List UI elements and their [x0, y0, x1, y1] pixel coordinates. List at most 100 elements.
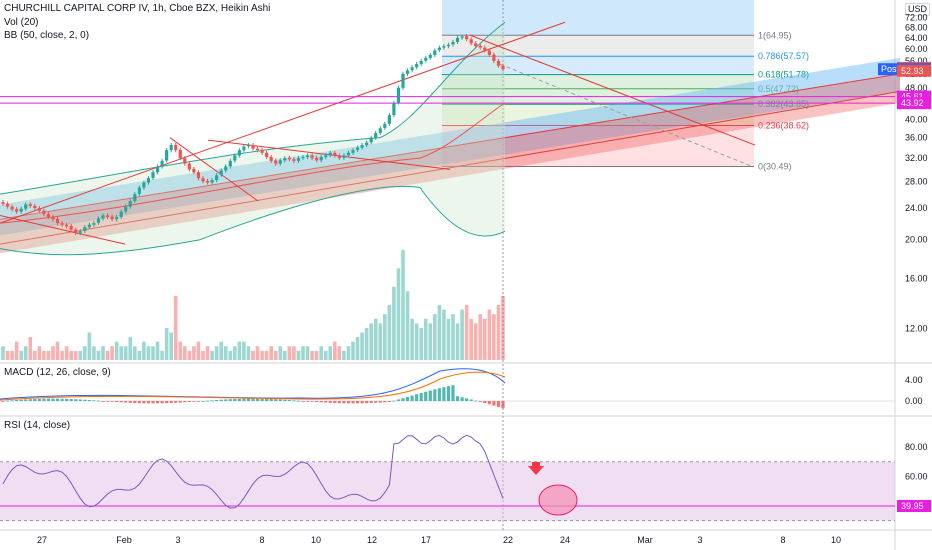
volume-bar: [151, 346, 155, 360]
candle-body: [278, 160, 282, 164]
volume-bar: [37, 346, 42, 360]
volume-bar: [201, 350, 205, 360]
time-axis-label: 10: [311, 535, 321, 545]
volume-bar: [473, 323, 478, 360]
volume-bar: [419, 327, 423, 360]
volume-bar: [342, 350, 346, 360]
macd-histogram-bar: [460, 397, 464, 401]
candle-body: [292, 159, 296, 161]
candle-body: [260, 149, 264, 153]
volume-bar: [33, 350, 37, 360]
candle-body: [255, 148, 260, 151]
candle-body: [92, 223, 96, 225]
volume-bar: [5, 350, 10, 360]
macd-histogram-bar: [428, 390, 432, 401]
macd-histogram-bar: [65, 398, 69, 401]
macd-indicator-label: MACD (12, 26, close, 9): [4, 367, 111, 378]
candle-body: [165, 150, 169, 161]
macd-histogram-bar: [219, 399, 223, 401]
fib-level-label: 0.618(51.78): [758, 70, 809, 80]
price-tag-badge: [897, 97, 931, 110]
volume-bar: [273, 350, 278, 360]
volume-bar: [369, 323, 373, 360]
rsi-highlight-ellipse: [538, 484, 578, 516]
candle-body: [151, 172, 155, 178]
rsi-axis-label: 60.00: [905, 472, 928, 482]
volume-bar: [242, 341, 246, 360]
candle-body: [15, 209, 19, 212]
macd-histogram-bar: [55, 398, 60, 401]
candle-body: [183, 158, 187, 164]
volume-bar: [119, 346, 123, 360]
volume-bar: [105, 350, 110, 360]
candle-body: [274, 160, 278, 164]
macd-histogram-bar: [474, 400, 478, 402]
candle-body: [105, 215, 110, 217]
candle-body: [115, 216, 119, 220]
time-axis-label: 27: [37, 535, 47, 545]
macd-histogram-bar: [365, 401, 369, 404]
fib-level-label: 0.236(38.62): [758, 120, 809, 130]
volume-bar: [78, 350, 83, 360]
macd-histogram-bar: [342, 401, 346, 404]
macd-histogram-bar: [292, 400, 296, 402]
macd-histogram-bar: [346, 401, 351, 404]
macd-histogram-bar: [501, 401, 505, 409]
macd-histogram-bar: [51, 398, 55, 401]
bollinger-indicator-label: BB (50, close, 2, 0): [4, 30, 90, 41]
candle-body: [60, 223, 64, 225]
candle-body: [483, 47, 487, 51]
macd-histogram-bar: [87, 400, 91, 401]
volume-bar: [251, 350, 255, 360]
candle-body: [178, 149, 182, 159]
candle-body: [96, 218, 101, 223]
macd-histogram-bar: [133, 401, 137, 404]
volume-bar: [364, 327, 369, 360]
volume-bar: [383, 314, 387, 360]
volume-bar: [28, 337, 33, 360]
candle-body: [401, 73, 405, 88]
volume-bar: [478, 314, 483, 360]
volume-bar: [428, 323, 433, 360]
candle-body: [192, 168, 196, 173]
volume-bar: [246, 346, 251, 360]
price-axis-label: 16.00: [905, 273, 928, 283]
volume-bar: [233, 346, 237, 360]
volume-bar: [355, 337, 360, 360]
volume-bar: [87, 332, 92, 360]
candle-body: [219, 170, 223, 175]
time-axis-label: Mar: [637, 535, 653, 545]
macd-histogram-bar: [237, 398, 241, 401]
currency-label: USD: [905, 3, 931, 16]
candle-body: [296, 158, 301, 161]
candle-body: [487, 50, 491, 55]
candle-body: [10, 206, 14, 210]
candle-body: [328, 152, 332, 156]
volume-bar: [464, 305, 469, 360]
candle-body: [283, 158, 287, 161]
volume-bar: [14, 341, 19, 360]
candle-body: [201, 178, 205, 182]
price-axis-label: 20.00: [905, 235, 928, 245]
rsi-level-label: 39.95: [901, 501, 924, 511]
volume-bar: [60, 350, 64, 360]
macd-histogram-bar: [378, 401, 382, 403]
candle-body: [210, 180, 214, 183]
bollinger-band-fill: [0, 22, 505, 255]
macd-histogram-bar: [392, 400, 396, 402]
candle-body: [419, 61, 423, 65]
macd-histogram-bar: [137, 401, 141, 404]
candle-body: [237, 150, 241, 156]
macd-histogram-bar: [33, 398, 37, 401]
volume-bar: [164, 327, 169, 360]
macd-histogram-bar: [478, 401, 482, 402]
volume-bar: [378, 323, 383, 360]
macd-histogram-bar: [424, 391, 428, 401]
candle-body: [387, 115, 391, 124]
macd-histogram-bar: [305, 401, 310, 402]
macd-histogram-bar: [383, 401, 387, 403]
macd-histogram-bar: [201, 400, 205, 402]
candle-body: [265, 152, 269, 158]
volume-bar: [237, 341, 242, 360]
